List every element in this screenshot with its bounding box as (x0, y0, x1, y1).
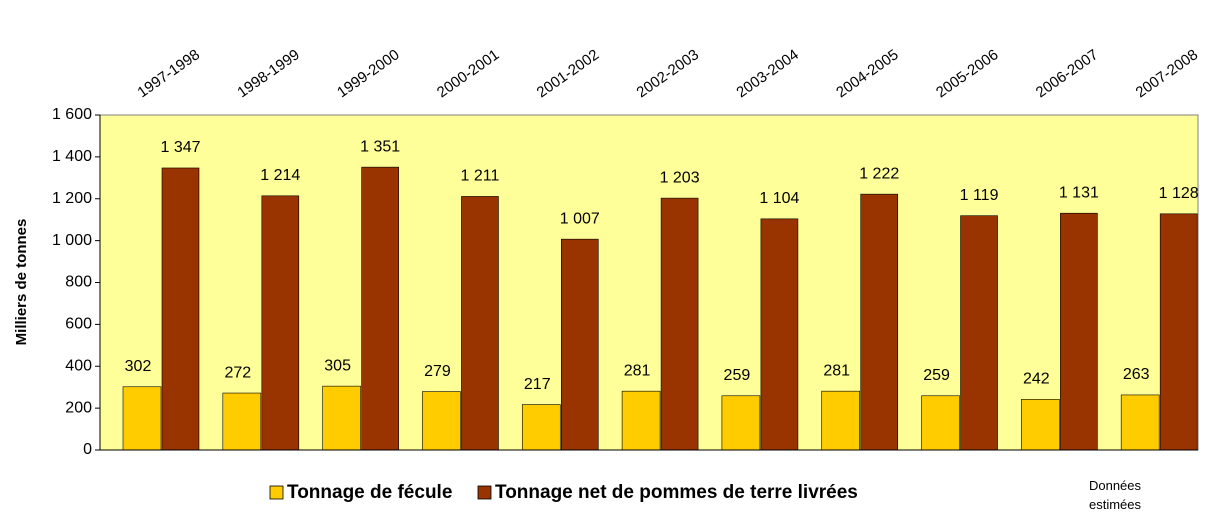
x-tick-label: 2005-2006 (933, 46, 1002, 101)
data-label: 1 128 (1159, 185, 1199, 202)
bar (1060, 212, 1098, 451)
y-tick-label: 1 400 (52, 148, 92, 165)
y-tick-label: 800 (65, 274, 92, 291)
bar (821, 390, 861, 451)
bar (422, 391, 461, 451)
data-label: 1 347 (160, 139, 200, 156)
bar (921, 395, 960, 451)
data-label: 272 (224, 364, 251, 381)
x-tick-label: 1998-1999 (234, 46, 303, 101)
x-tick-label: 2003-2004 (733, 46, 802, 101)
bar (760, 218, 799, 451)
data-label: 1 203 (660, 169, 700, 186)
data-label: 281 (624, 362, 651, 379)
bar (461, 196, 499, 451)
bar (1159, 213, 1198, 451)
y-tick-label: 200 (65, 399, 92, 416)
bar (560, 238, 599, 451)
y-tick-label: 0 (83, 441, 92, 458)
data-label: 1 104 (759, 190, 799, 207)
y-tick-label: 600 (65, 316, 92, 333)
data-label: 1 211 (461, 168, 500, 185)
bar (660, 197, 699, 451)
bar (621, 390, 661, 451)
data-label: 281 (823, 362, 850, 379)
bar (122, 386, 162, 451)
bar (1021, 399, 1060, 451)
bar (721, 395, 761, 451)
x-tick-label: 1999-2000 (334, 46, 403, 101)
data-label: 1 222 (859, 165, 899, 182)
data-label: 259 (724, 367, 751, 384)
bar (161, 167, 200, 451)
bar (521, 404, 561, 451)
data-label: 305 (324, 357, 351, 374)
data-label: 1 351 (360, 138, 400, 155)
data-label: 1 119 (960, 187, 999, 204)
x-tick-label: 2000-2001 (434, 46, 503, 101)
data-label: 259 (923, 367, 950, 384)
data-label: 302 (125, 358, 152, 375)
annotation: Données estimées (1088, 478, 1142, 512)
y-tick-label: 400 (65, 357, 92, 374)
x-tick-label: 2002-2003 (634, 46, 703, 101)
legend-swatch (269, 485, 284, 500)
data-label: 1 131 (1059, 184, 1099, 201)
data-label: 217 (524, 376, 551, 393)
legend-label: Tonnage net de pommes de terre livrées (495, 482, 858, 503)
y-tick-label: 1 600 (52, 106, 92, 123)
bar (322, 385, 361, 451)
bar (361, 166, 399, 451)
y-axis-label: Milliers de tonnes (13, 219, 30, 346)
data-label: 263 (1123, 366, 1150, 383)
y-tick-label: 1 000 (52, 232, 92, 249)
data-label: 1 007 (560, 210, 600, 227)
x-tick-label: 2001-2002 (534, 46, 603, 101)
bar (960, 215, 998, 451)
bar (1120, 394, 1160, 451)
data-label: 1 214 (260, 167, 300, 184)
bar (261, 195, 300, 451)
legend-label: Tonnage de fécule (287, 482, 452, 503)
y-tick-label: 1 200 (52, 190, 92, 207)
x-tick-label: 2007-2008 (1133, 46, 1202, 101)
x-tick-label: 2006-2007 (1033, 46, 1102, 101)
bar (860, 193, 899, 451)
data-label: 242 (1023, 371, 1050, 388)
legend-swatch (477, 485, 492, 500)
bar (222, 392, 262, 451)
data-label: 279 (424, 363, 451, 380)
x-tick-label: 1997-1998 (134, 46, 203, 101)
x-tick-label: 2004-2005 (833, 46, 902, 101)
